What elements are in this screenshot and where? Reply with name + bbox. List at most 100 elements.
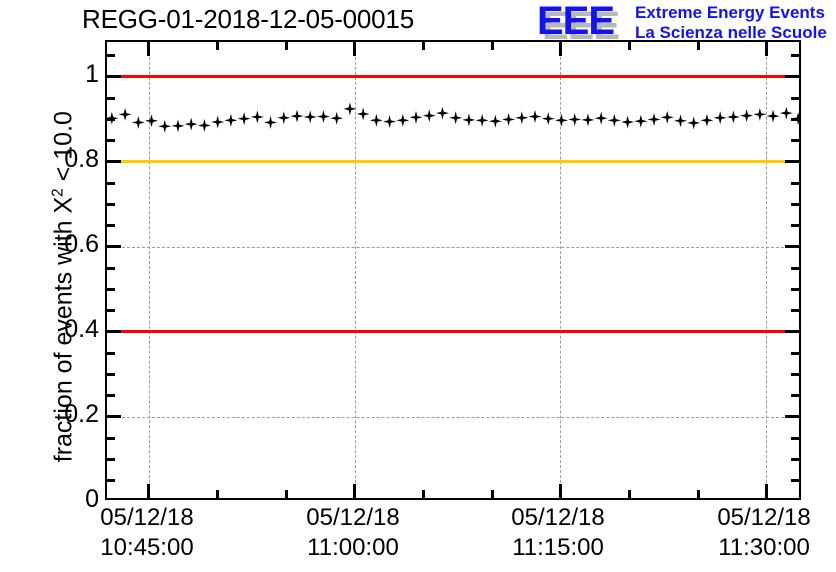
- y-tick-minor-left: [107, 54, 115, 58]
- data-point: [634, 114, 648, 128]
- plot-area: [107, 42, 799, 498]
- data-point: [224, 113, 238, 127]
- data-point: [449, 111, 463, 125]
- y-tick-minor-left: [107, 139, 115, 143]
- y-tick-label-3: 0.4: [64, 314, 99, 343]
- data-point: [462, 113, 476, 127]
- data-point: [158, 119, 172, 133]
- data-point: [277, 111, 291, 125]
- x-tick-label-3: 05/12/18 11:30:00: [654, 503, 836, 563]
- data-point: [264, 115, 278, 129]
- x-tick-label-time: 11:00:00: [307, 534, 399, 561]
- gridline-vertical-3: [766, 42, 768, 498]
- eee-logo-mark: EEE EEE: [537, 0, 629, 46]
- y-tick-label-5: 0: [85, 485, 99, 513]
- x-tick-major-top-1: [353, 42, 357, 56]
- x-tick-minor-bottom: [696, 490, 700, 498]
- x-tick-label-date: 05/12/18: [306, 504, 400, 531]
- x-tick-label-1: 05/12/18 11:00:00: [243, 503, 463, 563]
- y-tick-minor-left: [107, 224, 115, 228]
- data-point: [660, 110, 674, 124]
- data-point: [475, 113, 489, 127]
- warning-yellow-threshold: [107, 160, 799, 164]
- x-tick-major-bottom-2: [558, 484, 562, 498]
- y-tick-minor-right: [791, 436, 799, 440]
- y-tick-major-right-1: [785, 160, 799, 164]
- y-tick-minor-right: [791, 372, 799, 376]
- x-tick-minor-top: [284, 42, 288, 50]
- y-tick-label-4: 0.2: [64, 399, 99, 428]
- data-point: [502, 112, 516, 126]
- y-axis-tick-labels: 1 0.8 0.6 0.4 0.2 0: [0, 0, 99, 572]
- y-tick-minor-right: [791, 54, 799, 58]
- y-tick-minor-left: [107, 436, 115, 440]
- y-tick-minor-right: [791, 224, 799, 228]
- data-point: [211, 115, 225, 129]
- x-tick-minor-bottom: [490, 490, 494, 498]
- y-tick-minor-left: [107, 394, 115, 398]
- x-tick-major-bottom-0: [147, 484, 151, 498]
- data-point: [171, 119, 185, 133]
- y-tick-major-left-4: [107, 415, 121, 419]
- data-point: [145, 114, 159, 128]
- data-point: [700, 113, 714, 127]
- y-tick-major-left-2: [107, 245, 121, 249]
- y-tick-minor-left: [107, 479, 115, 483]
- data-point: [581, 113, 595, 127]
- x-tick-label-date: 05/12/18: [100, 504, 194, 531]
- x-tick-label-0: 05/12/18 10:45:00: [37, 503, 257, 563]
- y-tick-label-2: 0.6: [64, 229, 99, 258]
- x-tick-major-bottom-3: [764, 484, 768, 498]
- x-tick-minor-bottom: [216, 490, 220, 498]
- plot-frame: [105, 40, 801, 500]
- data-point: [237, 112, 251, 126]
- x-tick-major-top-3: [764, 42, 768, 56]
- x-tick-label-date: 05/12/18: [717, 504, 811, 531]
- data-point: [118, 107, 132, 121]
- data-point: [528, 110, 542, 124]
- x-tick-major-top-2: [558, 42, 562, 56]
- x-tick-minor-top: [628, 42, 632, 50]
- data-point: [515, 111, 529, 125]
- data-point: [674, 114, 687, 128]
- y-tick-minor-right: [791, 287, 799, 291]
- x-tick-minor-top: [696, 42, 700, 50]
- y-tick-minor-left: [107, 309, 115, 313]
- y-tick-minor-left: [107, 181, 115, 185]
- x-tick-minor-top: [490, 42, 494, 50]
- page-title: REGG-01-2018-12-05-00015: [82, 4, 414, 34]
- y-tick-major-right-2: [785, 245, 799, 249]
- y-tick-minor-right: [791, 96, 799, 100]
- data-point: [740, 109, 754, 123]
- y-tick-minor-left: [107, 457, 115, 461]
- data-point: [303, 110, 317, 124]
- data-point: [791, 112, 799, 126]
- data-point: [409, 110, 423, 124]
- eee-logo-mark-front: EEE: [537, 0, 615, 43]
- x-tick-label-time: 11:15:00: [512, 534, 604, 561]
- data-point: [396, 113, 410, 127]
- data-point: [607, 113, 621, 127]
- gridline-horizontal-1: [107, 416, 799, 418]
- data-point: [316, 110, 330, 124]
- x-tick-minor-top: [422, 42, 426, 50]
- data-point: [290, 109, 304, 123]
- data-point: [541, 112, 555, 126]
- data-point: [383, 115, 397, 129]
- x-tick-minor-top: [216, 42, 220, 50]
- x-axis-tick-labels: 05/12/18 10:45:00 05/12/18 11:00:00 05/12/18…: [0, 503, 836, 571]
- y-tick-major-left-1: [107, 160, 121, 164]
- data-point: [594, 111, 608, 125]
- x-tick-minor-bottom: [628, 490, 632, 498]
- y-tick-minor-right: [791, 181, 799, 185]
- data-point: [713, 111, 727, 125]
- eee-logo-line-2: La Scienza nelle Scuole: [635, 23, 827, 42]
- y-tick-minor-left: [107, 202, 115, 206]
- x-tick-major-top-0: [147, 42, 151, 56]
- y-tick-minor-right: [791, 394, 799, 398]
- y-tick-minor-right: [791, 457, 799, 461]
- y-tick-minor-left: [107, 287, 115, 291]
- gridline-vertical-2: [560, 42, 562, 498]
- y-tick-major-right-4: [785, 415, 799, 419]
